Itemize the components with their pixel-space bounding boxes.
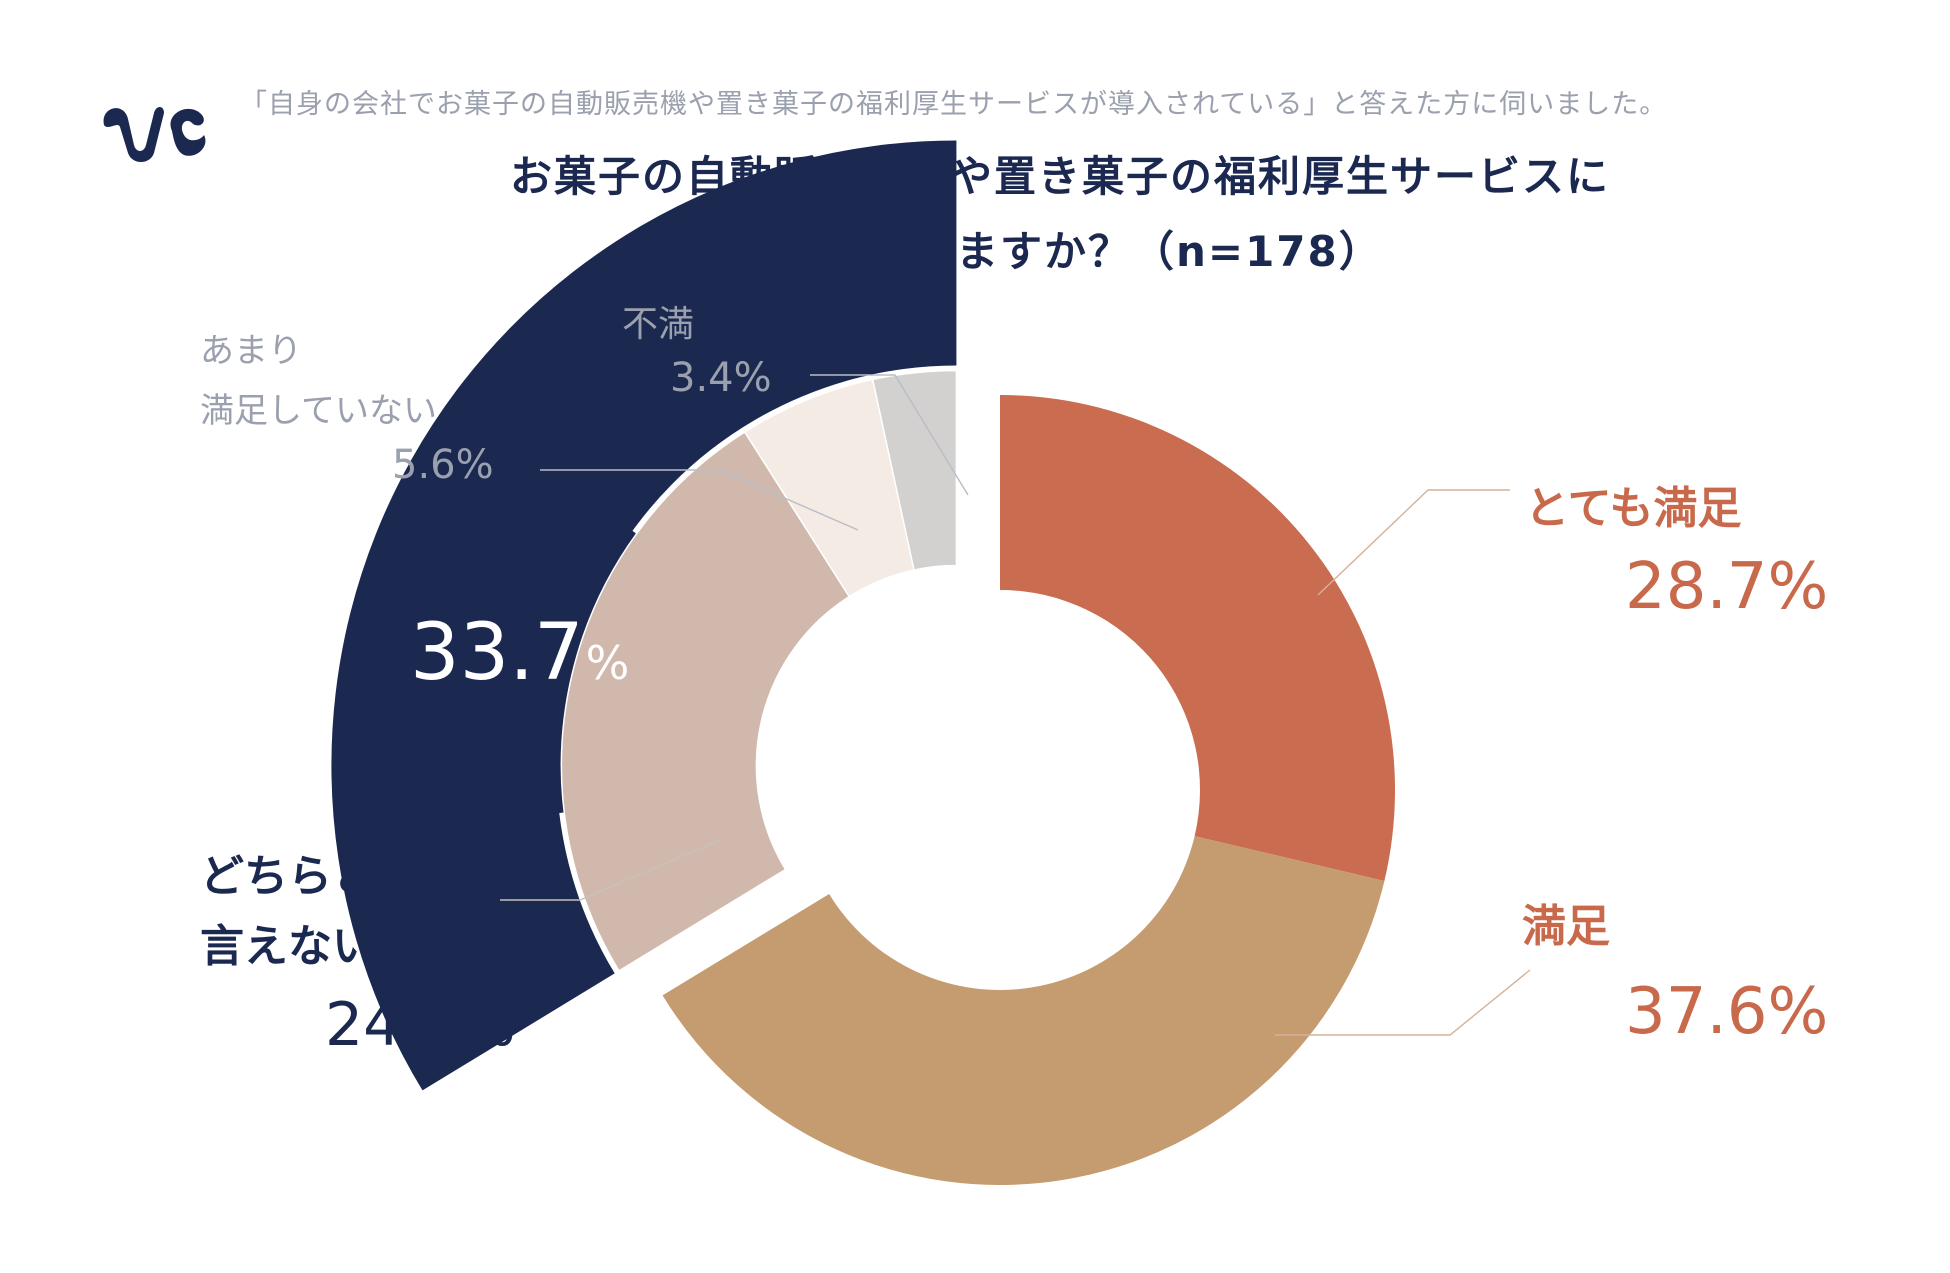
negative-group-suffix: % <box>585 636 630 690</box>
label-neutral-line1: どちらとも <box>200 851 420 902</box>
slice-very-satisfied <box>1000 395 1395 882</box>
label-not-very-line2: 満足していない <box>200 391 437 431</box>
slice-satisfied <box>662 836 1385 1185</box>
negative-group-band <box>331 140 957 1091</box>
leader-not-very-satisfied <box>540 469 859 531</box>
label-satisfied-pct: 37.6% <box>1625 975 1829 1049</box>
slice-neutral <box>560 430 851 972</box>
brand-logo-icon <box>103 107 206 162</box>
leader-lines <box>500 374 1531 1036</box>
chart-title-line1: お菓子の自動販売機型や置き菓子の福利厚生サービスに <box>509 152 1610 201</box>
label-not-very-line1: あまり <box>200 331 302 371</box>
label-dissatisfied-pct: 3.4% <box>670 355 772 401</box>
leader-neutral <box>500 839 721 901</box>
label-dissatisfied-name: 不満 <box>622 304 695 345</box>
label-very-satisfied-pct: 28.7% <box>1625 550 1829 624</box>
leader-dissatisfied <box>810 374 969 496</box>
leader-satisfied <box>1275 969 1531 1036</box>
label-neutral-line2: 言えない <box>200 921 376 972</box>
label-not-very-pct: 5.6% <box>392 442 494 488</box>
chart-title-line2: 満足していますか？（n=178） <box>737 227 1383 276</box>
label-satisfied-name: 満足 <box>1522 901 1610 952</box>
survey-subtitle: 「自身の会社でお菓子の自動販売機や置き菓子の福利厚生サービスが導入されている」と… <box>240 89 1668 120</box>
leader-very-satisfied <box>1317 489 1510 596</box>
chart-layer <box>331 140 1395 1185</box>
negative-group-value: 33.7 <box>410 608 584 698</box>
label-very-satisfied-name: とても満足 <box>1525 483 1742 534</box>
negative-group-total: 33.7% <box>410 608 629 698</box>
label-neutral-pct: 24.7% <box>325 990 516 1060</box>
